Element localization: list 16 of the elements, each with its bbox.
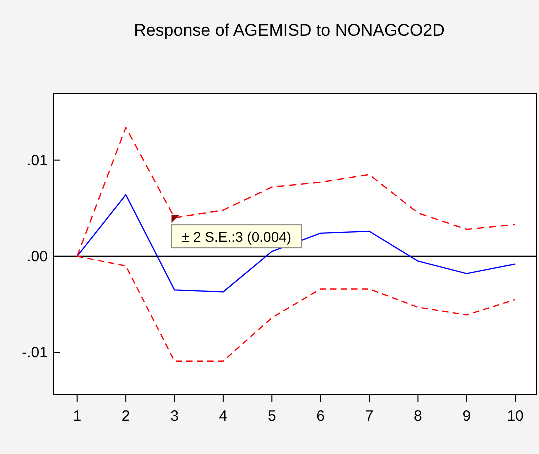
x-tick-label: 5 bbox=[268, 408, 276, 425]
x-tick-label: 3 bbox=[170, 408, 179, 425]
x-tick-label: 10 bbox=[507, 408, 524, 425]
x-tick-label: 2 bbox=[122, 408, 130, 425]
x-tick-label: 7 bbox=[365, 408, 374, 425]
x-tick-label: 6 bbox=[316, 408, 325, 425]
y-tick-label: .01 bbox=[27, 152, 48, 170]
y-tick-label: .00 bbox=[27, 248, 48, 266]
annotation: ± 2 S.E.:3 (0.004) bbox=[182, 229, 292, 246]
x-tick-label: 1 bbox=[73, 408, 82, 425]
line-series bbox=[76, 194, 516, 293]
x-tick-label: 4 bbox=[219, 408, 228, 425]
y-tick-label: -.01 bbox=[22, 344, 48, 362]
x-tick-label: 9 bbox=[462, 408, 472, 425]
x-tick-label: 8 bbox=[414, 408, 422, 425]
chart-title: Response of AGEMISD to NONAGCO2D bbox=[134, 21, 445, 40]
